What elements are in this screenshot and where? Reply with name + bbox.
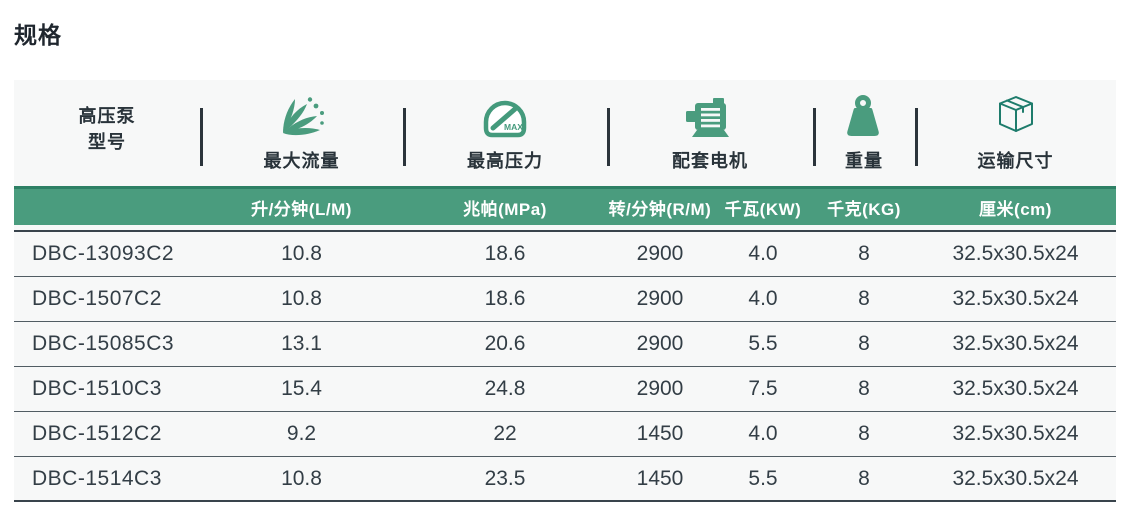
cell-rpm: 2900 (636, 287, 684, 310)
dims-header-label: 运输尺寸 (977, 150, 1054, 171)
cell-flow: 10.8 (281, 242, 322, 265)
flow-header-label: 最大流量 (263, 150, 340, 171)
cell-flow: 15.4 (281, 377, 322, 400)
cell-kw: 5.5 (748, 332, 778, 355)
cell-kg: 8 (858, 377, 870, 400)
cell-rpm: 2900 (636, 332, 684, 355)
weight-icon (844, 93, 884, 139)
column-header-motor: 配套电机 (607, 80, 813, 186)
column-header-flow: 最大流量 (200, 80, 403, 186)
unit-pressure: 兆帕(MPa) (463, 199, 547, 219)
header-divider (200, 108, 203, 166)
table-row: DBC-1512C2 9.2 22 1450 4.0 8 32.5x30.5x2… (14, 412, 1116, 457)
table-row: DBC-15085C3 13.1 20.6 2900 5.5 8 32.5x30… (14, 322, 1116, 367)
cell-kg: 8 (858, 287, 870, 310)
cell-model: DBC-1514C3 (32, 466, 162, 490)
cell-pressure: 18.6 (484, 242, 526, 265)
motor-header-label: 配套电机 (672, 150, 748, 171)
table-body: DBC-13093C2 10.8 18.6 2900 4.0 8 32.5x30… (14, 230, 1116, 502)
cell-cm: 32.5x30.5x24 (952, 242, 1079, 265)
table-row: DBC-1510C3 15.4 24.8 2900 7.5 8 32.5x30.… (14, 367, 1116, 412)
unit-cm: 厘米(cm) (979, 199, 1052, 219)
cell-cm: 32.5x30.5x24 (952, 332, 1079, 355)
header-divider (915, 108, 918, 166)
cell-cm: 32.5x30.5x24 (952, 377, 1079, 400)
cell-model: DBC-15085C3 (32, 332, 175, 355)
cell-pressure: 23.5 (484, 466, 526, 490)
column-header-weight: 重量 (813, 80, 915, 186)
cell-model: DBC-1507C2 (32, 287, 162, 310)
model-header-line2: 型号 (88, 132, 126, 152)
cell-pressure: 24.8 (484, 377, 526, 400)
page-title: 规格 (14, 22, 62, 48)
header-divider (403, 108, 406, 166)
cell-pressure: 22 (493, 422, 517, 445)
unit-rpm: 转/分钟(R/M) (608, 199, 712, 219)
cell-rpm: 1450 (636, 466, 684, 490)
header-divider (813, 108, 816, 166)
gauge-max-text: MAX (504, 122, 523, 132)
cell-kw: 4.0 (748, 242, 778, 265)
cell-kw: 7.5 (748, 377, 778, 400)
cell-rpm: 1450 (636, 422, 684, 445)
column-header-dims: 运输尺寸 (915, 80, 1116, 186)
motor-icon (683, 93, 737, 139)
cell-pressure: 20.6 (484, 332, 526, 355)
cell-cm: 32.5x30.5x24 (952, 466, 1079, 490)
spec-table: 高压泵 型号 最大流 (14, 80, 1116, 502)
cell-kw: 4.0 (748, 287, 778, 310)
model-header-line1: 高压泵 (78, 105, 136, 126)
cell-flow: 13.1 (281, 332, 322, 355)
unit-kg: 千克(KG) (827, 199, 901, 219)
cell-model: DBC-1510C3 (32, 377, 162, 400)
cell-flow: 10.8 (281, 466, 322, 490)
column-header-model: 高压泵 型号 (14, 80, 200, 186)
unit-kw: 千瓦(KW) (724, 199, 802, 219)
cell-flow: 9.2 (286, 422, 317, 445)
cell-flow: 10.8 (281, 287, 322, 310)
table-row: DBC-13093C2 10.8 18.6 2900 4.0 8 32.5x30… (14, 232, 1116, 277)
column-header-pressure: MAX 最高压力 (403, 80, 607, 186)
gauge-icon: MAX (481, 93, 529, 139)
cell-pressure: 18.6 (484, 287, 526, 310)
table-row: DBC-1507C2 10.8 18.6 2900 4.0 8 32.5x30.… (14, 277, 1116, 322)
cell-model: DBC-13093C2 (32, 242, 175, 265)
cell-cm: 32.5x30.5x24 (952, 287, 1079, 310)
cell-cm: 32.5x30.5x24 (952, 422, 1079, 445)
box-icon (993, 93, 1039, 139)
pressure-header-label: 最高压力 (467, 150, 543, 171)
cell-rpm: 2900 (636, 242, 684, 265)
unit-flow: 升/分钟(L/M) (251, 199, 352, 219)
weight-header-label: 重量 (845, 150, 883, 171)
table-row: DBC-1514C3 10.8 23.5 1450 5.5 8 32.5x30.… (14, 457, 1116, 502)
cell-kg: 8 (858, 332, 870, 355)
table-icon-header: 高压泵 型号 最大流 (14, 80, 1116, 186)
cell-kw: 4.0 (748, 422, 778, 445)
cell-kg: 8 (858, 466, 870, 490)
cell-model: DBC-1512C2 (32, 422, 162, 445)
cell-rpm: 2900 (636, 377, 684, 400)
cell-kw: 5.5 (748, 466, 778, 490)
cell-kg: 8 (858, 242, 870, 265)
header-divider (607, 108, 610, 166)
splash-icon (279, 93, 325, 139)
units-band: 升/分钟(L/M) 兆帕(MPa) 转/分钟(R/M) 千瓦(KW) 千克(KG… (14, 186, 1116, 225)
cell-kg: 8 (858, 422, 870, 445)
